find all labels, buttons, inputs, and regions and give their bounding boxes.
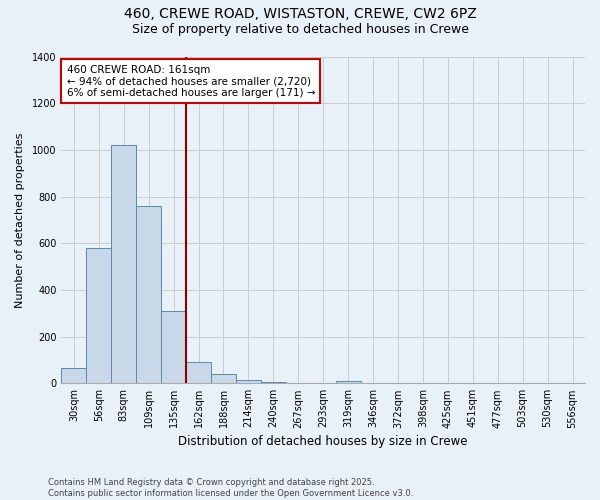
X-axis label: Distribution of detached houses by size in Crewe: Distribution of detached houses by size … [178,434,468,448]
Bar [61,368,86,384]
Bar [211,374,236,384]
Bar [136,206,161,384]
Bar [335,381,361,384]
Bar [111,145,136,384]
Bar [186,362,211,384]
Text: Contains HM Land Registry data © Crown copyright and database right 2025.
Contai: Contains HM Land Registry data © Crown c… [48,478,413,498]
Text: 460 CREWE ROAD: 161sqm
← 94% of detached houses are smaller (2,720)
6% of semi-d: 460 CREWE ROAD: 161sqm ← 94% of detached… [67,64,315,98]
Bar [161,311,186,384]
Bar [261,382,286,384]
Y-axis label: Number of detached properties: Number of detached properties [15,132,25,308]
Text: Size of property relative to detached houses in Crewe: Size of property relative to detached ho… [131,22,469,36]
Bar [236,380,261,384]
Text: 460, CREWE ROAD, WISTASTON, CREWE, CW2 6PZ: 460, CREWE ROAD, WISTASTON, CREWE, CW2 6… [124,8,476,22]
Bar [86,248,111,384]
